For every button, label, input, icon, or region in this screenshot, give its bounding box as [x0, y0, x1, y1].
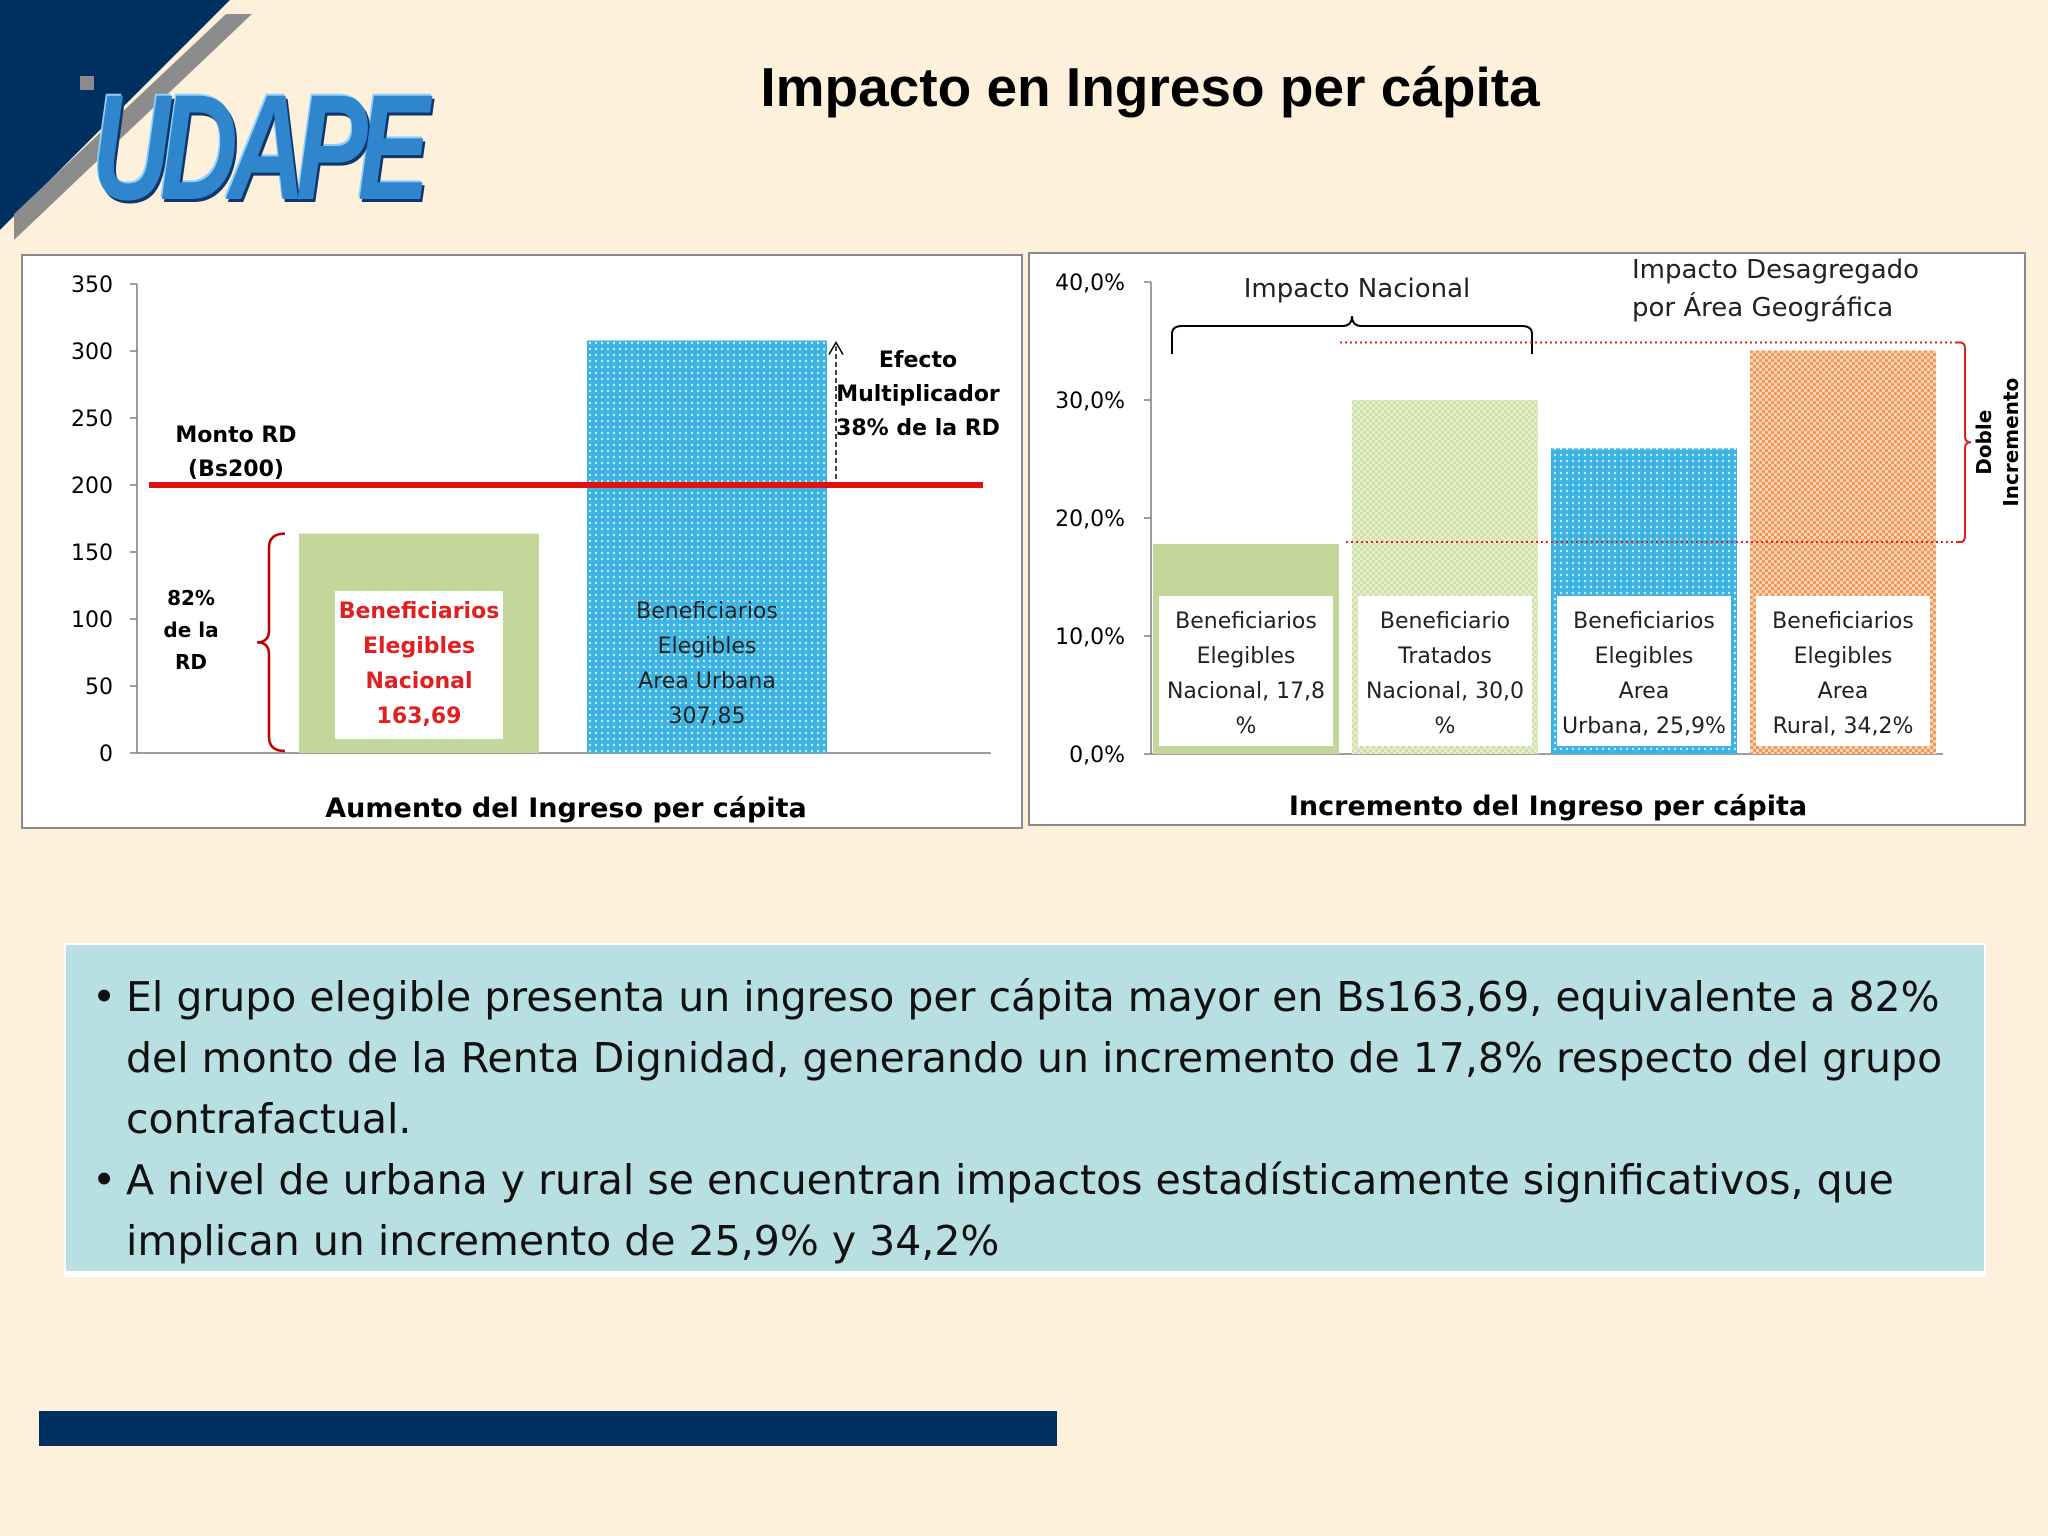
- x-axis-title: Aumento del Ingreso per cápita: [325, 793, 806, 824]
- y-tick-label: 250: [71, 407, 113, 432]
- bar-label: 307,85: [669, 704, 746, 729]
- multiplier-label: 38% de la RD: [836, 416, 1000, 441]
- corner-grey-stripe: [14, 14, 252, 240]
- bar-label: 163,69: [377, 704, 462, 729]
- bar-label: Area: [1818, 679, 1869, 704]
- y-tick-label: 30,0%: [1055, 389, 1125, 414]
- y-tick-label: 20,0%: [1055, 507, 1125, 532]
- bar-label: Area Urbana: [638, 669, 776, 694]
- bullet-icon: •: [92, 973, 117, 1021]
- double-bracket: [1956, 341, 1972, 543]
- summary-box: • El grupo elegible presenta un ingreso p…: [64, 943, 1986, 1277]
- bar-label: Beneficiarios: [1175, 609, 1317, 634]
- bar-label: Nacional: [365, 669, 472, 694]
- bracket-label: 82%: [167, 586, 215, 610]
- disaggregated-impact-label: por Área Geográfica: [1632, 291, 1893, 323]
- corner-decoration: [0, 0, 252, 240]
- y-tick-label: 350: [71, 273, 113, 298]
- arrow-head-icon: [828, 340, 844, 355]
- bar-label-box: [1557, 596, 1731, 746]
- slide-title: Impacto en Ingreso per cápita: [760, 56, 1540, 118]
- bracket-label: RD: [175, 650, 207, 674]
- bar-label: Beneficiarios: [339, 599, 500, 624]
- multiplier-label: Efecto: [879, 348, 957, 373]
- bar-label: Elegibles: [658, 634, 757, 659]
- bullet-item: • A nivel de urbana y rural se encuentran…: [92, 1150, 1964, 1272]
- bar-label-box: [335, 591, 503, 739]
- double-label: Incremento: [1999, 378, 2023, 507]
- y-tick-label: 40,0%: [1055, 271, 1125, 296]
- double-label: Doble: [1972, 410, 1996, 475]
- bar-label: Elegibles: [1595, 644, 1694, 669]
- reference-line-label: (Bs200): [188, 457, 284, 482]
- bar-label: Nacional, 30,0: [1366, 679, 1524, 704]
- bar-label: Beneficiarios: [1573, 609, 1715, 634]
- bar-label-box: [1159, 596, 1333, 746]
- bullet-text: A nivel de urbana y rural se encuentran …: [126, 1156, 1894, 1265]
- udape-logo: UDAPE: [92, 63, 430, 231]
- bar-label: Elegibles: [363, 634, 475, 659]
- left-bar-chart: 0 50 100 150 200 250 300 350 Beneficiarios Elegib…: [71, 273, 1000, 824]
- bar-label: Elegibles: [1794, 644, 1893, 669]
- disaggregated-impact-label: Impacto Desagregado: [1632, 255, 1919, 285]
- footer-bar: [39, 1411, 1057, 1446]
- bullet-text: El grupo elegible presenta un ingreso pe…: [126, 973, 1943, 1143]
- bar-label: Urbana, 25,9%: [1562, 714, 1726, 739]
- bar: [587, 340, 827, 753]
- bar-label: Elegibles: [1197, 644, 1296, 669]
- x-axis-title: Incremento del Ingreso per cápita: [1289, 791, 1807, 822]
- y-tick-label: 0: [99, 742, 113, 767]
- bar-label: %: [1435, 714, 1456, 739]
- y-tick-label: 100: [71, 608, 113, 633]
- bar-label: Beneficiario: [1380, 609, 1510, 634]
- national-bracket: [1171, 315, 1533, 354]
- bar-label: Area: [1619, 679, 1670, 704]
- bar-label: Beneficiarios: [636, 599, 778, 624]
- y-tick-label: 300: [71, 340, 113, 365]
- bar-label-box: [1756, 596, 1930, 746]
- y-tick-label: 10,0%: [1055, 625, 1125, 650]
- bullet-item: • El grupo elegible presenta un ingreso p…: [92, 967, 1964, 1150]
- bullet-icon: •: [92, 1156, 117, 1204]
- bar-label: Nacional, 17,8: [1167, 679, 1325, 704]
- left-chart-panel: 0 50 100 150 200 250 300 350 Beneficiarios Elegib…: [21, 254, 1023, 829]
- y-tick-label: 50: [85, 675, 113, 700]
- reference-line-label: Monto RD: [175, 423, 296, 448]
- bar-label-box: [1358, 596, 1532, 746]
- bracket: [256, 532, 286, 753]
- y-tick-label: 150: [71, 541, 113, 566]
- corner-navy-triangle: [0, 0, 230, 230]
- bar-label: Tratados: [1397, 644, 1492, 669]
- y-tick-label: 200: [71, 474, 113, 499]
- y-tick-label: 0,0%: [1069, 743, 1125, 768]
- right-bar-chart: 0,0% 10,0% 20,0% 30,0% 40,0% Beneficiarios Ele…: [1055, 255, 2023, 822]
- national-impact-label: Impacto Nacional: [1244, 274, 1471, 304]
- bar-label: Beneficiarios: [1772, 609, 1914, 634]
- bracket-label: de la: [163, 618, 218, 642]
- multiplier-label: Multiplicador: [836, 382, 1000, 407]
- right-chart-panel: 0,0% 10,0% 20,0% 30,0% 40,0% Beneficiarios Ele…: [1028, 252, 2026, 826]
- bar-label: %: [1236, 714, 1257, 739]
- bar-label: Rural, 34,2%: [1773, 714, 1914, 739]
